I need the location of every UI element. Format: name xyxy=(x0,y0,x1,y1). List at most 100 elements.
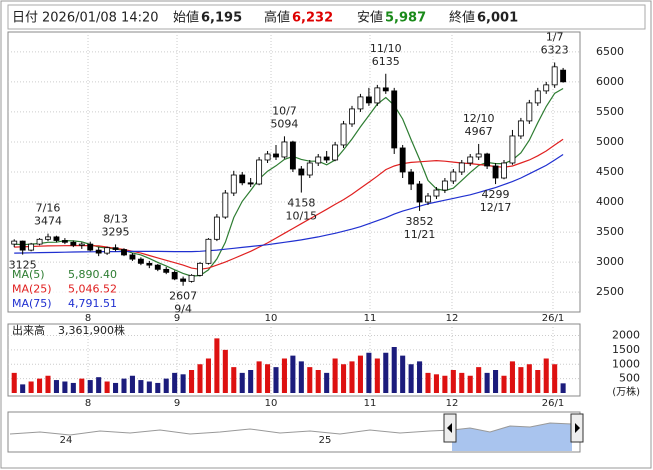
volume-panel xyxy=(7,323,581,397)
volume-bar xyxy=(383,352,389,393)
high-label: 高値 xyxy=(264,10,290,26)
volume-bar xyxy=(231,367,237,393)
legend-name: MA(5) xyxy=(12,268,45,281)
volume-bar xyxy=(425,372,431,393)
candle-body xyxy=(382,87,389,92)
annotation-value: 3852 xyxy=(406,215,434,228)
x-tick-label: 8 xyxy=(85,313,91,324)
volume-bar xyxy=(138,380,144,393)
annotation-value: 6323 xyxy=(541,43,569,56)
legend-box xyxy=(10,266,118,310)
candle-body xyxy=(551,66,558,86)
candle-body xyxy=(11,240,18,245)
legend-name: MA(75) xyxy=(12,297,52,310)
y-tick-label: 6000 xyxy=(596,75,624,88)
volume-bar xyxy=(129,375,135,393)
datetime: 2026/01/08 14:20 xyxy=(42,11,159,26)
volume-bar xyxy=(20,384,26,393)
volume-bar xyxy=(70,382,76,393)
volume-bar xyxy=(11,372,17,393)
volume-bar xyxy=(248,370,254,393)
volume-bar xyxy=(79,378,85,393)
volume-bar xyxy=(45,375,51,393)
volume-unit: (万株) xyxy=(612,385,640,398)
candle-body xyxy=(247,182,254,185)
volume-tick-label: 1000 xyxy=(612,357,640,370)
candle-body xyxy=(289,141,296,170)
open-label: 始値 xyxy=(173,10,199,26)
candle-body xyxy=(408,171,415,185)
volume-bar xyxy=(222,349,228,393)
volume-last: 3,361,900株 xyxy=(58,323,125,337)
volume-bar xyxy=(391,347,397,393)
volume-bar xyxy=(417,361,423,393)
candle-body xyxy=(163,268,170,273)
volume-bar xyxy=(281,358,287,393)
candle-body xyxy=(374,87,381,104)
candle-body xyxy=(36,238,43,245)
candle-body xyxy=(256,159,263,185)
low-value: 5,987 xyxy=(385,11,426,26)
annotation-date: 8/13 xyxy=(103,212,128,225)
candle-body xyxy=(45,236,51,240)
candle-body xyxy=(264,153,271,161)
candle-body xyxy=(349,108,355,125)
close-label: 終値 xyxy=(449,10,475,26)
moving-average-line xyxy=(14,138,564,270)
annotation-value: 2607 xyxy=(169,290,197,303)
volume-bar xyxy=(205,358,211,393)
x-tick-label: 12 xyxy=(446,313,459,324)
volume-tick-label: 2000 xyxy=(612,329,640,342)
close-value: 6,001 xyxy=(477,11,518,26)
x-tick-label: 10 xyxy=(265,398,278,409)
candle-body xyxy=(484,153,491,167)
candle-body xyxy=(425,195,431,203)
candle-body xyxy=(441,180,448,191)
annotation-value: 4158 xyxy=(287,197,315,210)
volume-bar xyxy=(518,367,524,393)
volume-bar xyxy=(37,378,43,393)
legend-value: 5,890.40 xyxy=(68,268,117,281)
legend-value: 4,791.51 xyxy=(68,297,117,310)
navigator-line xyxy=(9,422,573,436)
candle-body xyxy=(433,189,440,197)
annotation-value: 3295 xyxy=(102,225,130,238)
annotation-value: 4967 xyxy=(465,125,493,138)
volume-bar xyxy=(214,338,220,393)
candle-body xyxy=(205,238,212,264)
volume-bar xyxy=(560,383,566,393)
candle-body xyxy=(517,120,524,137)
open-value: 6,195 xyxy=(201,11,242,26)
volume-bar xyxy=(96,377,102,393)
volume-bar xyxy=(180,374,186,393)
candle-body xyxy=(298,168,305,176)
volume-bar xyxy=(155,382,161,393)
candle-body xyxy=(273,153,279,158)
volume-bar xyxy=(163,378,169,393)
candle-body xyxy=(180,278,187,282)
volume-bar xyxy=(501,375,507,393)
volume-bar xyxy=(172,372,178,393)
volume-bar xyxy=(467,375,473,393)
candle-body xyxy=(526,102,533,122)
candle-body xyxy=(458,162,465,173)
y-tick-label: 6500 xyxy=(596,45,624,58)
x-tick-label: 12 xyxy=(446,398,459,409)
x-tick-label: 11 xyxy=(364,398,377,409)
volume-bar xyxy=(239,372,245,393)
y-tick-label: 3500 xyxy=(596,225,624,238)
candle-body xyxy=(104,247,111,254)
volume-bar xyxy=(121,378,127,393)
volume-bar xyxy=(324,372,330,393)
candle-body xyxy=(213,216,220,240)
volume-bar xyxy=(526,364,532,393)
annotation-value: 6135 xyxy=(372,55,400,68)
candle-body xyxy=(323,156,330,161)
volume-bar xyxy=(104,381,110,393)
x-tick-label: 8 xyxy=(85,398,91,409)
y-tick-label: 5000 xyxy=(596,135,624,148)
volume-bar xyxy=(256,361,262,393)
annotation-date: 10/15 xyxy=(285,210,317,223)
